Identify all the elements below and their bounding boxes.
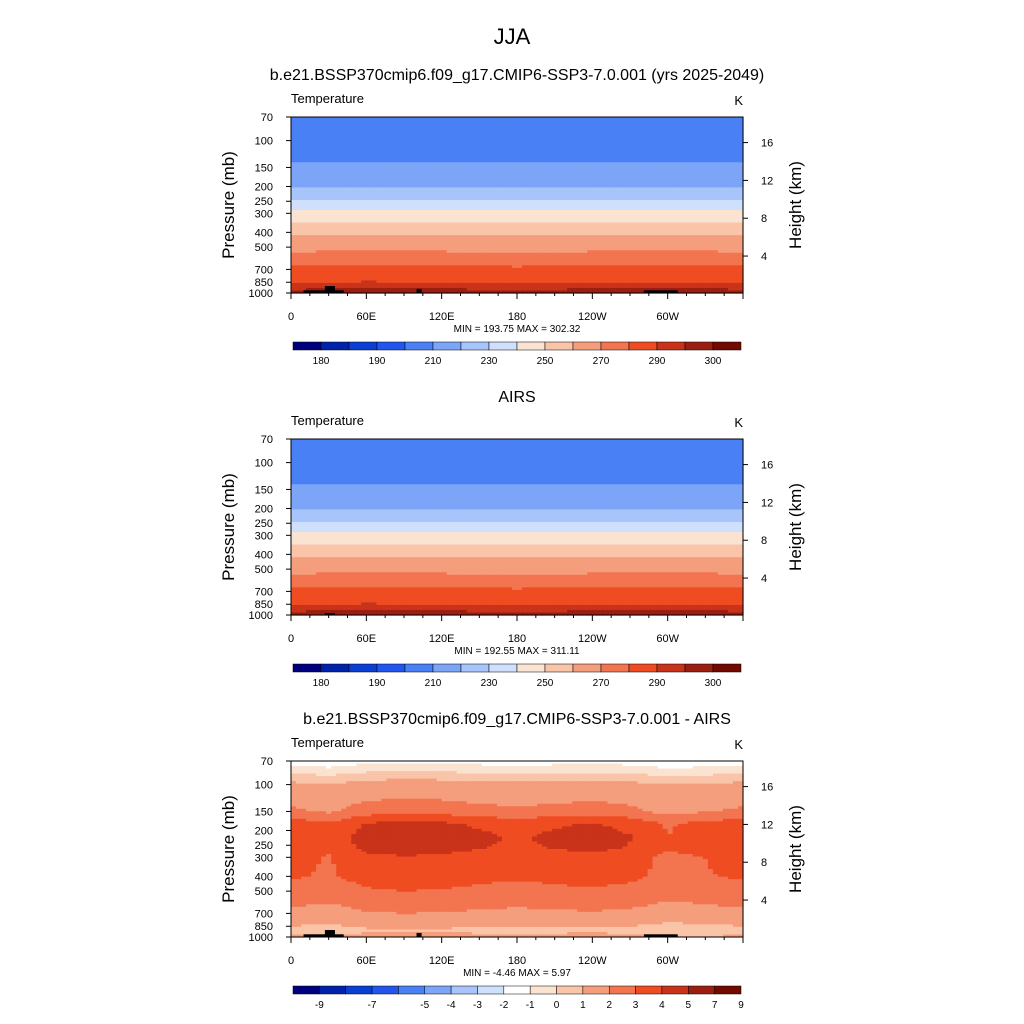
units-label: K xyxy=(734,93,743,108)
figure-title: JJA xyxy=(494,24,531,49)
variable-label: Temperature xyxy=(291,91,364,106)
panel-title: b.e21.BSSP370cmip6.f09_g17.CMIP6-SSP3-7.… xyxy=(270,67,765,84)
panels: b.e21.BSSP370cmip6.f09_g17.CMIP6-SSP3-7.… xyxy=(219,67,805,1011)
contour-field xyxy=(291,117,744,294)
